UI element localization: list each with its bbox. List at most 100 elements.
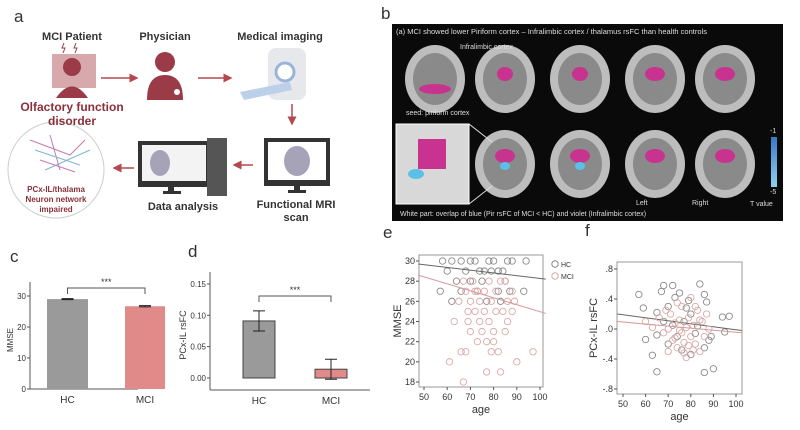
data-point-mci <box>678 329 686 337</box>
connectivity-cluster <box>495 149 515 163</box>
imaging-title: Medical imaging <box>237 31 323 43</box>
data-point-mci <box>462 348 470 356</box>
data-point-mci <box>503 317 512 326</box>
x-tick-label: 80 <box>686 399 696 409</box>
x-tick-label: HC <box>252 396 266 407</box>
data-point-mci <box>673 344 681 352</box>
inset-connector <box>468 123 493 143</box>
data-point-hc <box>653 331 661 339</box>
data-point-mci <box>689 321 697 329</box>
x-tick-label: 60 <box>442 392 452 402</box>
plot-frame <box>418 254 544 388</box>
x-tick-label: 70 <box>465 392 475 402</box>
data-point-hc <box>673 332 681 341</box>
overlap-cluster <box>408 169 424 179</box>
data-point-mci <box>696 347 704 356</box>
legend-label-mci: MCI <box>561 274 574 281</box>
data-point-hc <box>669 281 677 290</box>
data-point-hc <box>700 368 709 377</box>
data-point-hc <box>721 328 729 336</box>
y-tick-label: .0 <box>605 324 613 334</box>
data-point-hc <box>496 297 505 305</box>
physician-icon <box>147 52 183 100</box>
x-tick-label: 100 <box>532 392 547 402</box>
significance-bracket <box>258 295 332 302</box>
data-point-mci <box>462 287 470 295</box>
panel-label-b: b <box>381 4 391 23</box>
data-point-mci <box>691 302 699 311</box>
data-point-mci <box>487 348 495 356</box>
data-point-mci <box>450 317 458 326</box>
label-right: Right <box>692 200 709 207</box>
data-point-mci <box>489 338 498 346</box>
data-point-mci <box>660 329 668 337</box>
data-point-hc <box>718 313 727 321</box>
data-point-hc <box>478 277 486 285</box>
data-point-hc <box>702 298 711 306</box>
connectivity-cluster <box>497 67 513 81</box>
data-point-hc <box>675 289 684 297</box>
data-point-hc <box>482 297 491 305</box>
data-point-mci <box>492 307 500 316</box>
significance-bracket <box>67 287 146 294</box>
data-point-mci <box>501 327 509 336</box>
panel-label-f: f <box>585 221 590 240</box>
data-point-mci <box>508 287 516 295</box>
legend-marker-mci <box>551 272 559 280</box>
colorbar-min: -5 <box>770 189 777 196</box>
data-point-mci <box>693 306 702 314</box>
overlap-cluster <box>575 162 585 170</box>
colorbar <box>771 137 777 187</box>
data-point-mci <box>662 306 670 314</box>
y-tick-label: 30 <box>405 256 415 266</box>
fit-line-hc <box>617 313 742 331</box>
data-point-mci <box>466 297 475 305</box>
bar-mci <box>125 306 165 389</box>
data-point-mci <box>702 310 711 318</box>
data-point-mci <box>669 336 677 344</box>
connectivity-cluster <box>419 84 451 94</box>
x-tick-label: 50 <box>419 392 429 402</box>
brain-image-panel: (a) MCI showed lower Piriform cortex – I… <box>392 24 783 221</box>
patient-caption-1: Olfactory function <box>20 100 124 114</box>
x-axis-label: age <box>472 404 490 416</box>
y-tick-label: 30 <box>17 292 26 301</box>
brain-slice-inner <box>703 138 747 190</box>
connectivity-cluster <box>715 67 735 81</box>
data-point-hc <box>709 365 718 373</box>
x-tick-label: 100 <box>728 399 743 409</box>
data-point-hc <box>648 351 657 359</box>
error-bar <box>325 358 337 380</box>
data-point-hc <box>480 267 488 275</box>
bar-hc <box>47 299 88 389</box>
legend-label-hc: HC <box>561 262 571 269</box>
data-point-mci <box>691 340 699 348</box>
error-bar <box>139 305 151 308</box>
y-tick-label: 0.15 <box>190 280 206 289</box>
data-point-hc <box>487 267 495 275</box>
data-point-hc <box>657 287 666 296</box>
patient-icon <box>52 42 96 98</box>
y-tick-label: 20 <box>17 323 26 332</box>
fmri-caption-2: scan <box>283 212 309 224</box>
data-point-mci <box>501 277 509 285</box>
y-tick-label: 22 <box>405 337 415 347</box>
data-point-mci <box>476 317 484 326</box>
fmri-caption-1: Functional MRI <box>256 199 336 211</box>
x-tick-label: 50 <box>618 399 628 409</box>
data-point-hc <box>725 312 733 320</box>
x-tick-label: 60 <box>641 399 651 409</box>
x-tick-label: 80 <box>489 392 499 402</box>
x-axis-label: age <box>670 411 688 423</box>
data-point-mci <box>496 277 505 285</box>
x-tick-label: 90 <box>708 399 718 409</box>
plot-frame <box>616 261 743 395</box>
y-tick-label: .8 <box>605 264 613 274</box>
data-point-hc <box>641 335 650 344</box>
data-point-hc <box>691 329 699 338</box>
data-point-mci <box>687 332 695 341</box>
network-caption-2: Neuron network <box>25 195 87 204</box>
data-point-hc <box>522 257 530 265</box>
panel-label-a: a <box>14 7 24 26</box>
